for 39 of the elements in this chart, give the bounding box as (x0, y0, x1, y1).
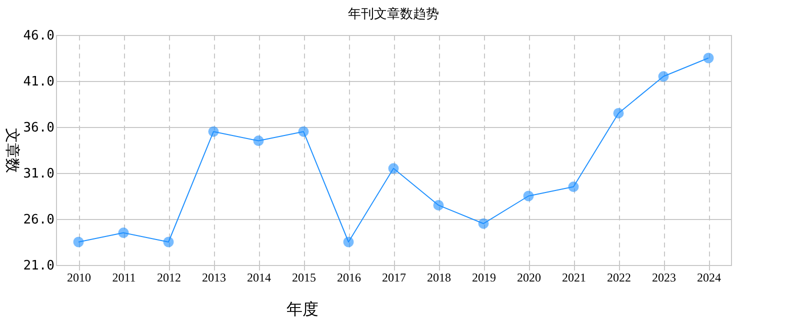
x-axis-title: 年度 (286, 300, 318, 318)
point (163, 236, 174, 248)
x-tick-label: 2021 (562, 270, 586, 284)
point (478, 218, 489, 229)
point (118, 228, 129, 238)
chart-title: 年刊文章数趋势 (348, 6, 439, 21)
point (253, 136, 264, 146)
x-tick-label: 2017 (382, 270, 406, 284)
y-axis-title: 文章数 (4, 128, 20, 173)
x-tick-label: 2010 (67, 270, 91, 284)
y-tick-label: 26.0 (23, 212, 54, 228)
x-tick-label: 2015 (292, 270, 316, 284)
x-tick-label: 2014 (247, 270, 271, 284)
x-tick-label: 2024 (697, 270, 721, 284)
point (703, 52, 714, 64)
x-tick-label: 2022 (607, 270, 631, 284)
x-tick-label: 2016 (337, 270, 361, 284)
x-tick-label: 2019 (472, 270, 496, 284)
x-tick-label: 2023 (652, 270, 676, 284)
point (73, 236, 84, 248)
y-tick-label: 31.0 (23, 166, 54, 182)
y-tick-label: 21.0 (23, 258, 54, 274)
y-tick-label: 41.0 (23, 74, 54, 90)
point (658, 71, 669, 82)
x-tick-label: 2011 (112, 270, 136, 284)
x-tick-label: 2012 (157, 270, 181, 284)
point (208, 126, 219, 137)
y-tick-label: 36.0 (23, 120, 54, 136)
point (568, 182, 579, 192)
point (343, 236, 354, 248)
point (613, 108, 624, 118)
y-tick-label: 46.0 (23, 28, 54, 44)
x-tick-label: 2013 (202, 270, 226, 284)
point (298, 126, 309, 137)
x-tick-label: 2020 (517, 270, 541, 284)
point (433, 200, 444, 210)
point (388, 163, 399, 174)
point (523, 190, 534, 202)
x-tick-label: 2018 (427, 270, 451, 284)
